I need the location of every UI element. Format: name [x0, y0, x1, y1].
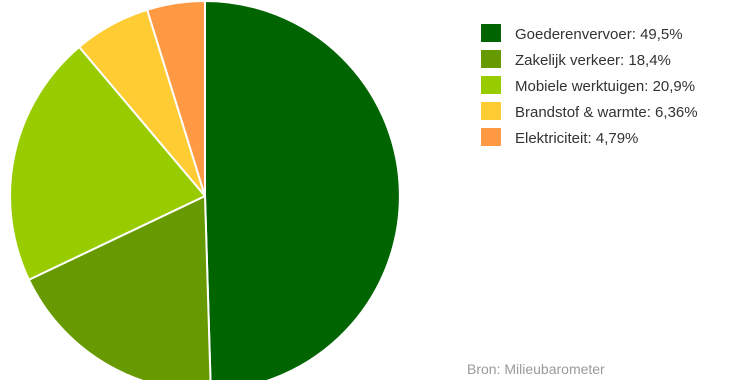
legend-label-mobiele-werktuigen: Mobiele werktuigen: 20,9%	[515, 78, 695, 95]
legend-swatch-mobiele-werktuigen	[481, 76, 501, 94]
legend-item-mobiele-werktuigen: Mobiele werktuigen: 20,9%	[481, 76, 695, 95]
pie-slice-goederenvervoer	[204, 0, 401, 380]
legend-label-brandstof-warmte: Brandstof & warmte: 6,36%	[515, 104, 698, 121]
pie-slice-elektriciteit	[146, 0, 206, 197]
source-note: Bron: Milieubarometer	[467, 361, 605, 377]
legend-item-brandstof-warmte: Brandstof & warmte: 6,36%	[481, 102, 698, 121]
legend-label-goederenvervoer: Goederenvervoer: 49,5%	[515, 26, 683, 43]
legend-label-elektriciteit: Elektriciteit: 4,79%	[515, 130, 638, 147]
legend-item-elektriciteit: Elektriciteit: 4,79%	[481, 128, 638, 147]
legend-item-goederenvervoer: Goederenvervoer: 49,5%	[481, 24, 683, 43]
legend-label-zakelijk-verkeer: Zakelijk verkeer: 18,4%	[515, 52, 671, 69]
legend-item-zakelijk-verkeer: Zakelijk verkeer: 18,4%	[481, 50, 671, 69]
pie-slice-mobiele-werktuigen	[9, 45, 206, 281]
legend-swatch-brandstof-warmte	[481, 102, 501, 120]
legend-swatch-goederenvervoer	[481, 24, 501, 42]
legend-swatch-zakelijk-verkeer	[481, 50, 501, 68]
pie-slices	[9, 0, 401, 380]
legend-swatch-elektriciteit	[481, 128, 501, 146]
legend: Goederenvervoer: 49,5% Zakelijk verkeer:…	[481, 24, 698, 147]
pie-slice-zakelijk-verkeer	[27, 195, 212, 380]
